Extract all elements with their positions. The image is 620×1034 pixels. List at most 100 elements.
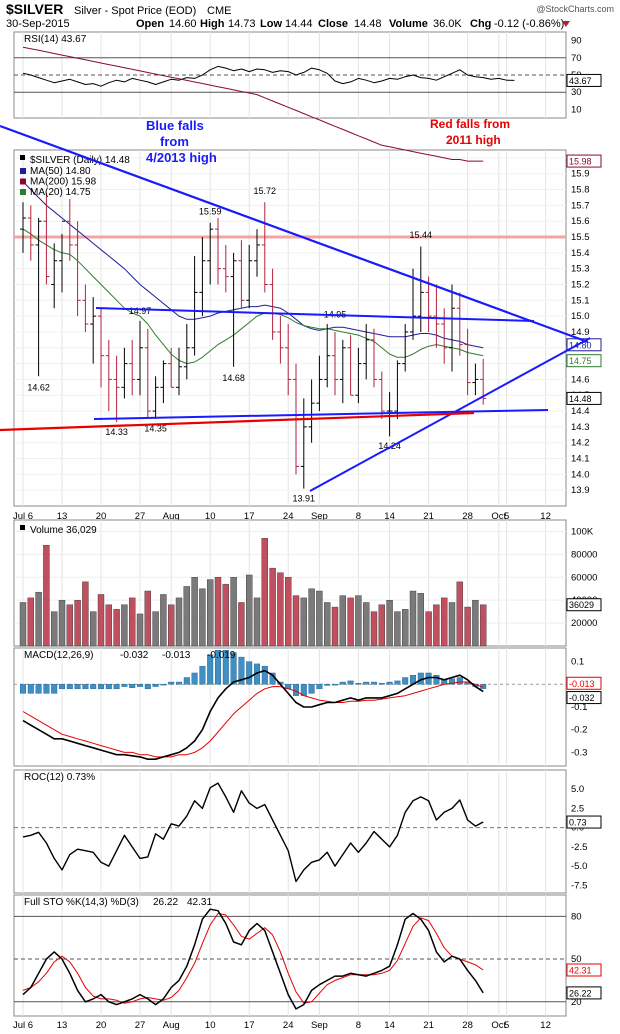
sto-x-tick-12: 28 bbox=[462, 1020, 473, 1031]
macd-hist-bar-44 bbox=[363, 681, 370, 685]
macd-hist-bar-40 bbox=[332, 684, 339, 686]
sto-d-value: 42.31 bbox=[187, 897, 212, 908]
macd-hist-bar-27 bbox=[230, 652, 237, 685]
volume-bar-54 bbox=[441, 597, 448, 647]
volume-bar-5 bbox=[58, 599, 66, 647]
macd-last-tag: -0.032 bbox=[569, 693, 595, 703]
macd-signal-tag-box bbox=[566, 676, 602, 690]
sto-x-tick-11: 21 bbox=[423, 1020, 434, 1031]
macd-signal-value: -0.013 bbox=[162, 650, 191, 661]
volume-bar-26 bbox=[222, 583, 230, 647]
macd-hist-bar-36 bbox=[300, 684, 307, 696]
price-y-tick-1: 15.9 bbox=[571, 169, 590, 180]
macd-hist-bar-7 bbox=[74, 684, 81, 690]
low-value: 14.44 bbox=[285, 18, 313, 30]
legend-ma20: MA(20) 14.75 bbox=[30, 187, 91, 198]
volume-bar-33 bbox=[277, 572, 284, 647]
legend-ma200: MA(200) 15.98 bbox=[30, 177, 97, 188]
symbol: $SILVER bbox=[6, 1, 63, 17]
macd-hist-bar-8 bbox=[82, 684, 89, 690]
volume-bar-40 bbox=[331, 606, 339, 647]
roc-last-tag-box bbox=[566, 815, 602, 829]
volume-bar-15 bbox=[136, 613, 144, 647]
macd-y-tick-0: 0.1 bbox=[571, 657, 584, 668]
sto-x-tick-1: 13 bbox=[57, 1020, 68, 1031]
macd-hist-bar-45 bbox=[371, 681, 378, 685]
sto-k-value: 26.22 bbox=[153, 897, 178, 908]
price-label-4: 15.59 bbox=[199, 206, 222, 216]
macd-hist-bar-1 bbox=[27, 684, 34, 694]
sto-x-tick-13: Oct bbox=[491, 1020, 506, 1031]
price-label-9: 15.44 bbox=[410, 230, 433, 240]
price-y-tick-14: 14.6 bbox=[571, 374, 590, 385]
price-tag-3-box bbox=[566, 391, 602, 405]
open-value: 14.60 bbox=[169, 18, 197, 30]
price-x-tick-10: 14 bbox=[384, 511, 395, 522]
roc-panel-frame bbox=[13, 769, 567, 894]
macd-hist-bar-10 bbox=[97, 684, 104, 690]
ma20-line bbox=[22, 228, 484, 365]
macd-hist-bar-23 bbox=[199, 665, 206, 685]
price-y-tick-17: 14.3 bbox=[571, 422, 590, 433]
price-y-tick-9: 15.1 bbox=[571, 295, 590, 306]
legend-swatch-price bbox=[20, 155, 25, 160]
volume-bar-9 bbox=[89, 611, 97, 647]
sto-x-tick-8: Sep bbox=[311, 1020, 328, 1031]
sto-y-tick-0: 80 bbox=[571, 911, 582, 922]
sto-k-line bbox=[22, 908, 484, 1010]
volume-panel: 100K80000600004000020000Volume 36,029360… bbox=[13, 519, 602, 647]
macd-hist-bar-56 bbox=[456, 677, 463, 685]
rsi-line bbox=[22, 65, 515, 87]
volume-bar-4 bbox=[51, 611, 58, 647]
volume-y-tick-4: 20000 bbox=[571, 618, 597, 629]
macd-y-tick-4: -0.3 bbox=[571, 747, 587, 758]
macd-hist-bar-11 bbox=[105, 684, 112, 690]
macd-hist-bar-13 bbox=[121, 684, 128, 687]
price-x-tick-11: 21 bbox=[423, 511, 434, 522]
price-label-5: 14.68 bbox=[222, 373, 245, 383]
macd-hist-bar-19 bbox=[168, 681, 175, 685]
price-label-0: 14.62 bbox=[27, 383, 50, 393]
volume-bar-32 bbox=[269, 567, 276, 647]
roc-label: ROC(12) 0.73% bbox=[24, 772, 95, 783]
macd-hist-bar-0 bbox=[20, 684, 27, 694]
rsi-y-tick-1: 70 bbox=[571, 53, 582, 64]
macd-hist-bar-28 bbox=[238, 656, 245, 685]
price-y-tick-6: 15.4 bbox=[571, 248, 590, 259]
rsi-last-tag: 43.67 bbox=[569, 76, 592, 86]
price-x-tick-3: 27 bbox=[135, 511, 146, 522]
price-tag-3: 14.48 bbox=[569, 394, 592, 404]
volume-bar-38 bbox=[316, 590, 323, 647]
instrument-name: Silver - Spot Price (EOD) bbox=[74, 5, 196, 17]
legend-ma50: MA(50) 14.80 bbox=[30, 166, 91, 177]
sto-k-tag-box bbox=[566, 986, 602, 1000]
price-label-10: 14.24 bbox=[378, 441, 401, 451]
macd-hist-bar-5 bbox=[59, 684, 66, 690]
sto-y-tick-2: 20 bbox=[571, 997, 582, 1008]
volume-bar-39 bbox=[324, 602, 331, 647]
low-label: Low bbox=[260, 18, 282, 30]
roc-line bbox=[22, 782, 484, 883]
macd-signal-tag: -0.013 bbox=[569, 679, 595, 689]
volume-bar-6 bbox=[66, 604, 74, 647]
volume-bar-1 bbox=[27, 597, 34, 647]
legend-swatch-ma200 bbox=[20, 178, 26, 185]
volume-last-tag-box bbox=[566, 598, 602, 612]
macd-hist-bar-17 bbox=[152, 684, 159, 687]
macd-hist-bar-24 bbox=[207, 654, 214, 685]
macd-hist-bar-46 bbox=[378, 682, 385, 685]
sto-d-tag: 42.31 bbox=[569, 966, 592, 976]
roc-last-tag: 0.73 bbox=[569, 818, 587, 828]
volume-bar-23 bbox=[199, 588, 206, 647]
price-label-2: 14.35 bbox=[144, 424, 167, 434]
volume-bar-21 bbox=[183, 586, 191, 647]
macd-hist-value: -0.019 bbox=[207, 650, 236, 661]
exchange: CME bbox=[207, 5, 231, 17]
volume-bar-18 bbox=[160, 594, 167, 647]
price-y-tick-20: 14.0 bbox=[571, 469, 590, 480]
volume-bar-59 bbox=[480, 604, 487, 647]
annotation-blue-1: from bbox=[160, 134, 189, 149]
macd-hist-bar-21 bbox=[183, 677, 190, 685]
macd-hist-bar-12 bbox=[113, 684, 120, 690]
